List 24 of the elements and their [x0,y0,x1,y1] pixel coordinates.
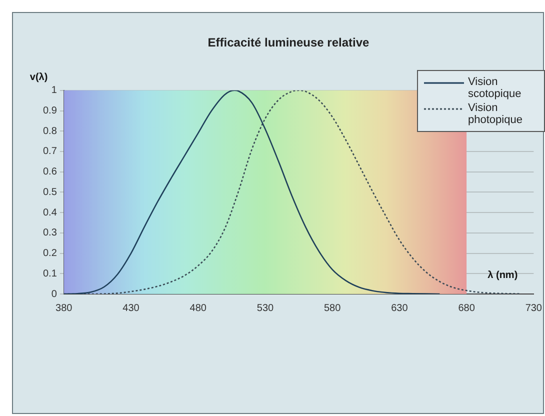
y-tick-label: 0.3 [42,228,58,239]
y-tick-label: 0.1 [42,268,58,280]
y-tick-label: 0.8 [42,126,58,137]
y-tick-label: 0 [51,288,58,300]
x-tick-label: 630 [391,302,408,314]
x-tick-label: 580 [324,302,342,314]
x-tick-label: 680 [458,302,476,314]
y-tick-label: 1 [51,85,58,96]
y-tick-label: 0.4 [42,207,58,218]
legend-label: Vision scotopique [468,76,522,100]
legend-label: Vision photopique [468,102,524,126]
x-axis-title: λ (nm) [488,270,518,281]
y-tick-label: 0.6 [42,166,58,178]
x-tick-label: 530 [256,302,274,314]
y-tick-label: 0.5 [42,186,58,198]
y-tick-label: 0.9 [42,106,58,117]
x-tick-label: 730 [525,302,542,314]
y-tick-label: 0.7 [42,146,58,158]
chart-title: Efficacité lumineuse relative [208,36,370,50]
y-axis-title: v(λ) [30,72,48,84]
x-tick-label: 430 [122,302,140,314]
x-tick-label: 380 [56,302,73,314]
y-tick-label: 0.2 [42,248,58,260]
x-tick-label: 480 [190,302,207,314]
